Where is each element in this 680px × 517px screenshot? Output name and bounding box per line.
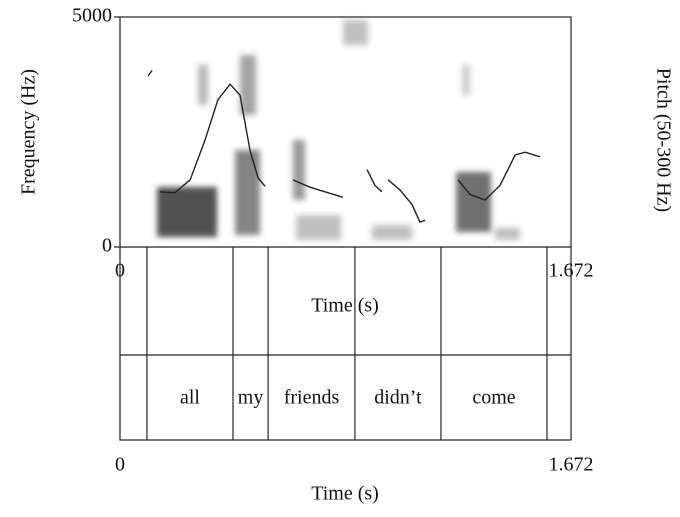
energy-patch xyxy=(343,20,368,45)
energy-patch xyxy=(235,150,260,235)
energy-patch xyxy=(293,140,305,200)
energy-patch xyxy=(495,228,520,240)
x-tick-label: 1.672 xyxy=(549,454,594,476)
x-tick-label: 1.672 xyxy=(549,260,594,282)
energy-patch xyxy=(462,65,470,95)
energy-patch xyxy=(456,172,491,232)
word-label: my xyxy=(238,387,264,409)
word-label: all xyxy=(180,387,200,409)
x-tick-label: 0 xyxy=(115,454,125,476)
word-label: come xyxy=(472,387,515,409)
y-axis-label: Frequency (Hz) xyxy=(18,69,40,195)
energy-patch xyxy=(240,55,256,115)
energy-patch xyxy=(198,65,208,105)
y-tick-label: 5000 xyxy=(72,5,112,27)
energy-patch xyxy=(372,225,412,240)
energy-patch xyxy=(296,215,341,240)
x-axis-label: Time (s) xyxy=(311,483,379,505)
word-label: didn’t xyxy=(374,387,422,409)
pitch-contour xyxy=(147,69,541,224)
plot-frame xyxy=(119,16,572,441)
word-label: friends xyxy=(284,387,340,409)
spectrogram-energy xyxy=(157,20,520,240)
y2-axis-label: Pitch (50-300 Hz) xyxy=(652,68,674,212)
energy-patch xyxy=(157,187,217,237)
x-axis-label: Time (s) xyxy=(311,295,379,317)
y-tick-label: 0 xyxy=(102,235,112,257)
x-tick-label: 0 xyxy=(115,260,125,282)
